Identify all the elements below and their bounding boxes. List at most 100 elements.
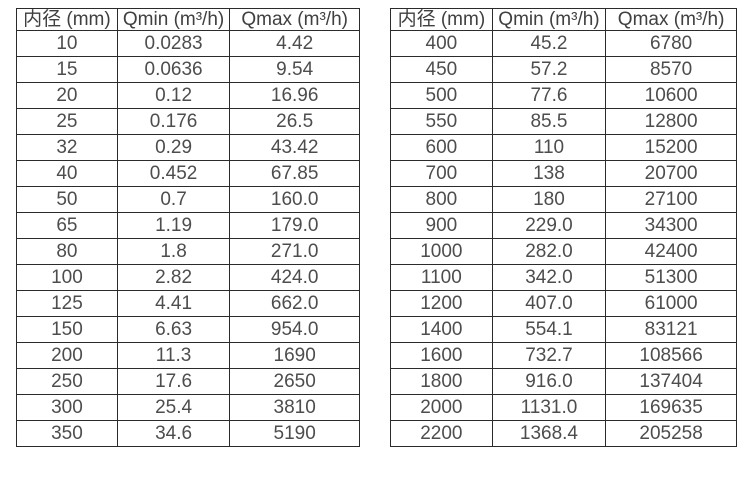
table-body: 10 0.0283 4.42 15 0.0636 9.54 20 0.12 16.96 25 0.1…	[16, 30, 360, 447]
table-row: 2000 1131.0 169635	[390, 394, 737, 421]
table-cell: 1800	[390, 368, 493, 395]
table-cell: 27100	[605, 186, 737, 213]
table-cell: 16.96	[229, 82, 360, 109]
column-header: Qmin (m³/h)	[491, 8, 607, 31]
table-row: 50 0.7 160.0	[16, 186, 360, 213]
table-cell: 1131.0	[491, 394, 607, 421]
table-cell: 424.0	[229, 264, 360, 291]
table-cell: 57.2	[491, 56, 607, 83]
table-cell: 1690	[229, 342, 360, 369]
table-cell: 2000	[390, 394, 493, 421]
table-cell: 205258	[605, 420, 737, 447]
table-cell: 0.0636	[116, 56, 231, 83]
table-cell: 1400	[390, 316, 493, 343]
table-cell: 42400	[605, 238, 737, 265]
table-cell: 50	[16, 186, 118, 213]
table-row: 2200 1368.4 205258	[390, 420, 737, 447]
table-cell: 282.0	[491, 238, 607, 265]
table-row: 550 85.5 12800	[390, 108, 737, 135]
flow-table-large-diameters: 内径 (mm) Qmin (m³/h) Qmax (m³/h) 400 45.2 678…	[390, 8, 737, 447]
table-row: 1200 407.0 61000	[390, 290, 737, 317]
header-row: 内径 (mm) Qmin (m³/h) Qmax (m³/h)	[16, 8, 360, 31]
table-cell: 250	[16, 368, 118, 395]
flow-tables-container: 内径 (mm) Qmin (m³/h) Qmax (m³/h) 10 0.0283 4.…	[16, 8, 737, 447]
table-cell: 400	[390, 30, 493, 57]
table-cell: 20700	[605, 160, 737, 187]
table-cell: 5190	[229, 420, 360, 447]
table-cell: 407.0	[491, 290, 607, 317]
table-row: 125 4.41 662.0	[16, 290, 360, 317]
table-cell: 0.7	[116, 186, 231, 213]
table-cell: 61000	[605, 290, 737, 317]
table-cell: 25	[16, 108, 118, 135]
table-row: 65 1.19 179.0	[16, 212, 360, 239]
table-cell: 662.0	[229, 290, 360, 317]
table-cell: 0.452	[116, 160, 231, 187]
table-cell: 180	[491, 186, 607, 213]
table-cell: 1000	[390, 238, 493, 265]
table-cell: 169635	[605, 394, 737, 421]
table-cell: 1200	[390, 290, 493, 317]
table-row: 200 11.3 1690	[16, 342, 360, 369]
table-cell: 110	[491, 134, 607, 161]
table-body: 400 45.2 6780 450 57.2 8570 500 77.6 10600 550 85.…	[390, 30, 737, 447]
table-cell: 1100	[390, 264, 493, 291]
column-header: Qmax (m³/h)	[229, 8, 360, 31]
table-row: 1100 342.0 51300	[390, 264, 737, 291]
table-cell: 160.0	[229, 186, 360, 213]
table-row: 40 0.452 67.85	[16, 160, 360, 187]
table-row: 900 229.0 34300	[390, 212, 737, 239]
table-row: 32 0.29 43.42	[16, 134, 360, 161]
table-row: 250 17.6 2650	[16, 368, 360, 395]
flow-table-small-diameters: 内径 (mm) Qmin (m³/h) Qmax (m³/h) 10 0.0283 4.…	[16, 8, 360, 447]
table-cell: 25.4	[116, 394, 231, 421]
table-cell: 150	[16, 316, 118, 343]
table-cell: 8570	[605, 56, 737, 83]
table-row: 25 0.176 26.5	[16, 108, 360, 135]
table-cell: 85.5	[491, 108, 607, 135]
table-cell: 26.5	[229, 108, 360, 135]
table-row: 600 110 15200	[390, 134, 737, 161]
column-header: 内径 (mm)	[390, 8, 493, 31]
table-cell: 77.6	[491, 82, 607, 109]
table-cell: 700	[390, 160, 493, 187]
table-cell: 916.0	[491, 368, 607, 395]
table-row: 800 180 27100	[390, 186, 737, 213]
table-cell: 450	[390, 56, 493, 83]
table-cell: 15200	[605, 134, 737, 161]
table-row: 500 77.6 10600	[390, 82, 737, 109]
table-row: 1000 282.0 42400	[390, 238, 737, 265]
table-cell: 0.12	[116, 82, 231, 109]
table-cell: 2200	[390, 420, 493, 447]
table-row: 1600 732.7 108566	[390, 342, 737, 369]
column-header: Qmin (m³/h)	[116, 8, 231, 31]
table-cell: 300	[16, 394, 118, 421]
table-cell: 108566	[605, 342, 737, 369]
table-cell: 900	[390, 212, 493, 239]
table-cell: 500	[390, 82, 493, 109]
table-cell: 0.0283	[116, 30, 231, 57]
table-cell: 2.82	[116, 264, 231, 291]
table-row: 10 0.0283 4.42	[16, 30, 360, 57]
table-row: 20 0.12 16.96	[16, 82, 360, 109]
table-cell: 271.0	[229, 238, 360, 265]
table-cell: 179.0	[229, 212, 360, 239]
table-cell: 20	[16, 82, 118, 109]
table-cell: 17.6	[116, 368, 231, 395]
table-cell: 12800	[605, 108, 737, 135]
table-cell: 34.6	[116, 420, 231, 447]
table-row: 450 57.2 8570	[390, 56, 737, 83]
header-row: 内径 (mm) Qmin (m³/h) Qmax (m³/h)	[390, 8, 737, 31]
table-cell: 550	[390, 108, 493, 135]
column-header: 内径 (mm)	[16, 8, 118, 31]
table-cell: 229.0	[491, 212, 607, 239]
table-cell: 954.0	[229, 316, 360, 343]
table-cell: 43.42	[229, 134, 360, 161]
table-cell: 9.54	[229, 56, 360, 83]
table-cell: 32	[16, 134, 118, 161]
table-cell: 732.7	[491, 342, 607, 369]
table-cell: 0.176	[116, 108, 231, 135]
table-cell: 350	[16, 420, 118, 447]
table-cell: 1368.4	[491, 420, 607, 447]
